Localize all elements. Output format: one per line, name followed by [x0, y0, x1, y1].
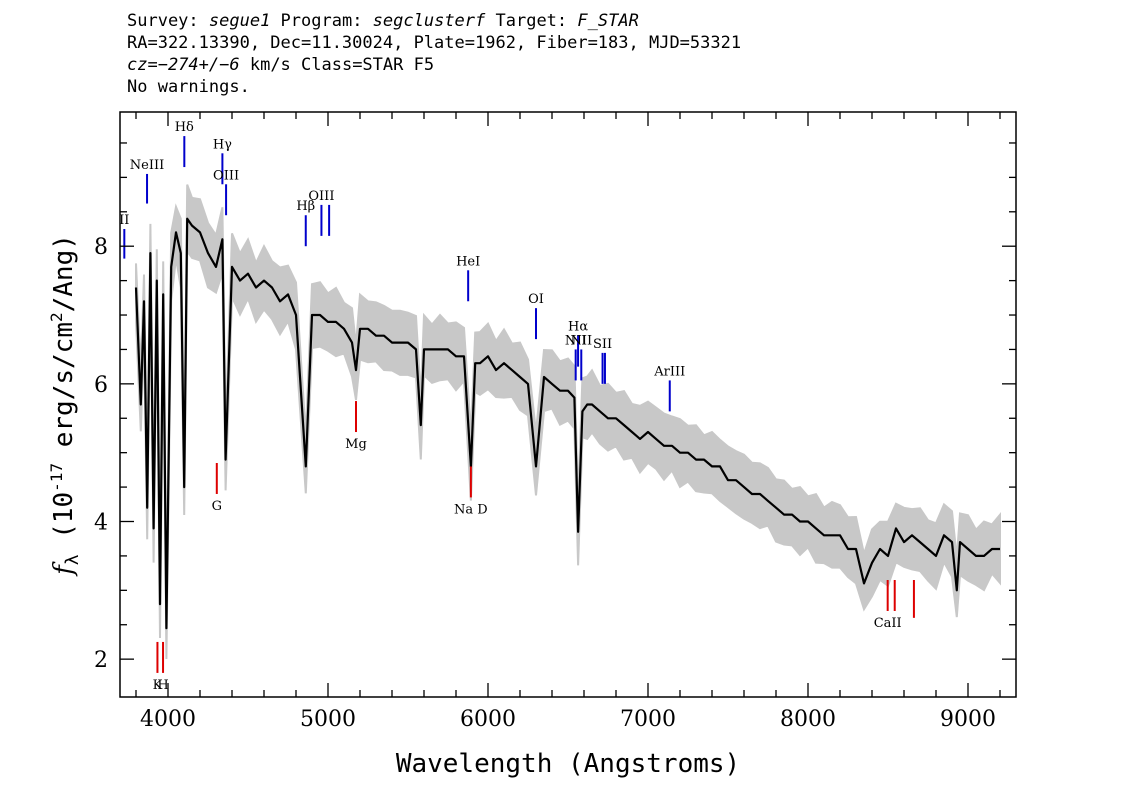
- survey-label: Survey:: [127, 11, 209, 31]
- x-tick-label: 4000: [140, 707, 196, 732]
- emission-line-label: NII: [565, 333, 587, 348]
- flux-series-line: [134, 217, 1000, 630]
- spectrum-header: Survey: segue1 Program: segclusterf Targ…: [127, 10, 741, 98]
- y-axis-title: fλ (10-17 erg/s/cm2/Ang): [47, 234, 83, 577]
- emission-line-label: OIII: [213, 168, 239, 183]
- program-label: Program:: [270, 11, 373, 31]
- ticks-layer: 4000 5000 6000 7000 8000 9000 2 4 6 8: [94, 112, 1016, 732]
- y-tick-label: 4: [94, 511, 108, 536]
- program-value: segclusterf: [372, 11, 486, 31]
- flux-error-band: [135, 184, 1001, 660]
- target-value: F_STAR: [577, 11, 639, 31]
- x-tick-label: 9000: [940, 707, 996, 732]
- emission-line-label: II: [119, 213, 129, 228]
- absorption-line-label: Mg: [345, 437, 367, 452]
- x-tick-label: 7000: [620, 707, 676, 732]
- emission-line-label: Hγ: [213, 137, 232, 152]
- series-layer: [134, 217, 1000, 630]
- y-tick-label: 2: [94, 648, 108, 673]
- absorption-line-label: G: [212, 499, 222, 514]
- x-tick-label: 6000: [460, 707, 516, 732]
- emission-line-label: NeIII: [130, 158, 164, 173]
- emission-line-label: NII: [570, 333, 592, 348]
- header-line-survey: Survey: segue1 Program: segclusterf Targ…: [127, 10, 741, 32]
- y-tick-label: 8: [94, 235, 108, 260]
- cz-value: −274+/−6: [157, 55, 240, 75]
- target-label: Target:: [485, 11, 578, 31]
- x-tick-label: 5000: [300, 707, 356, 732]
- absorption-line-label: K: [153, 678, 163, 693]
- header-line-warnings: No warnings.: [127, 77, 250, 97]
- header-line-coords: RA=322.13390, Dec=11.30024, Plate=1962, …: [127, 33, 742, 53]
- emission-line-label: OI: [528, 292, 544, 307]
- header-line-redshift: cz=−274+/−6 km/s Class=STAR F5: [127, 54, 741, 76]
- absorption-line-label: H: [157, 678, 168, 693]
- plot-frame: [119, 111, 1017, 698]
- error-band-layer: [135, 184, 1001, 660]
- x-axis-title: Wavelength (Angstroms): [396, 749, 740, 779]
- y-tick-label: 6: [94, 373, 108, 398]
- emission-line-label: Hδ: [175, 120, 194, 135]
- emission-line-label: ArIII: [653, 364, 685, 379]
- emission-line-label: Hβ: [296, 199, 315, 214]
- emission-line-label: SII: [593, 337, 612, 352]
- emission-line-label: Hα: [568, 320, 588, 335]
- cz-label: cz=: [127, 55, 158, 75]
- emission-line-label: OIII: [308, 189, 334, 204]
- class-text: km/s Class=STAR F5: [239, 55, 435, 75]
- absorption-line-label: CaII: [874, 616, 902, 631]
- absorption-line-label: Na D: [454, 502, 488, 517]
- emission-line-label: HeI: [456, 254, 480, 269]
- x-tick-label: 8000: [780, 707, 836, 732]
- survey-value: segue1: [208, 11, 271, 31]
